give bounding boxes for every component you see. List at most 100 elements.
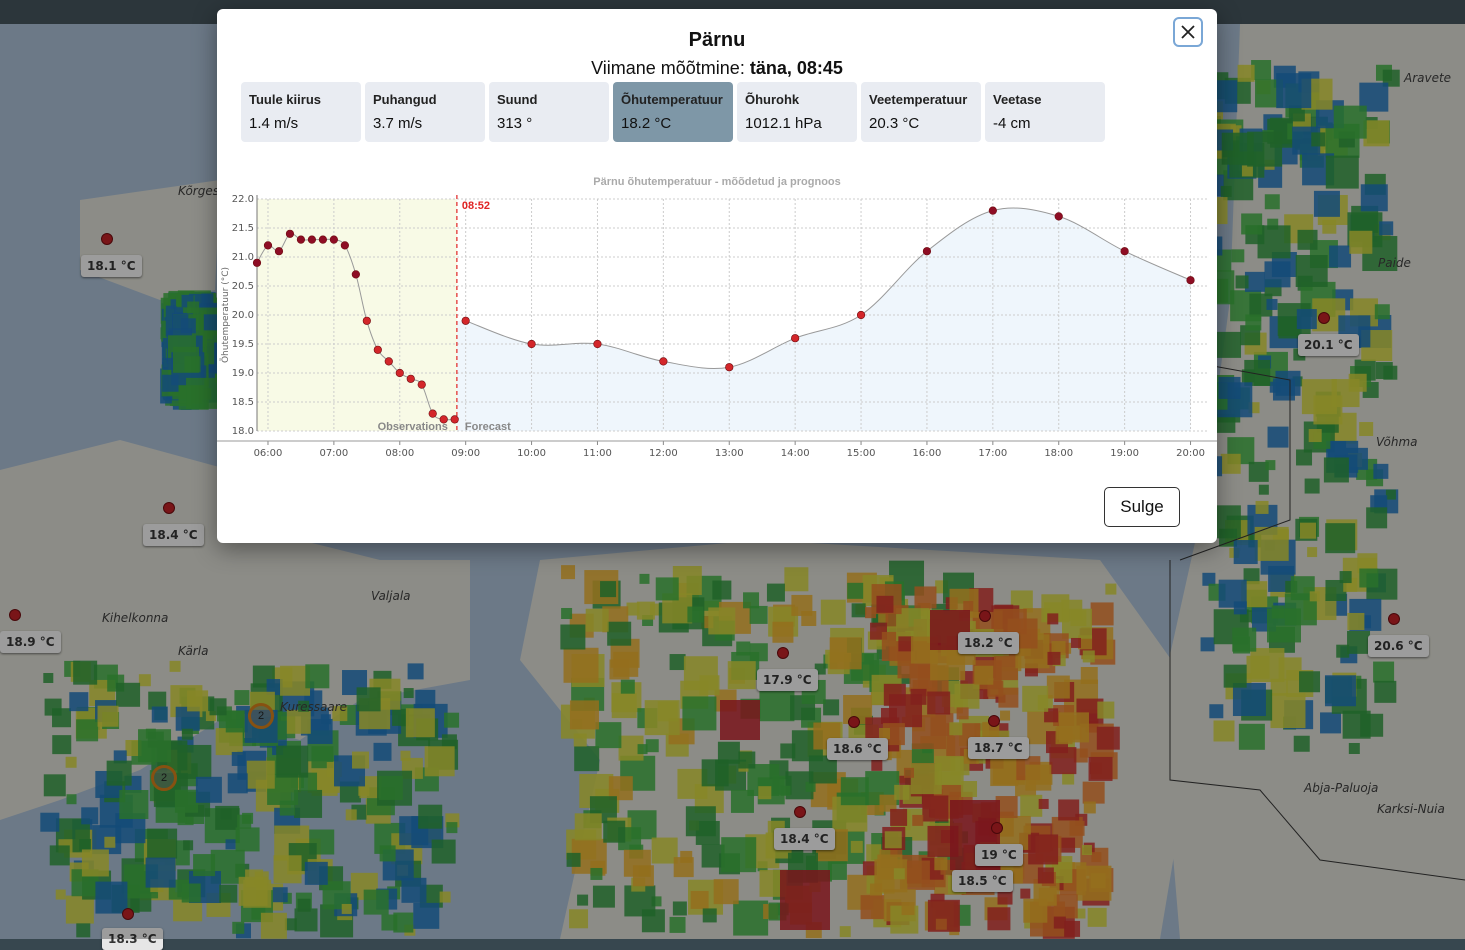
radar-cell (657, 701, 678, 722)
station-marker[interactable] (991, 822, 1003, 834)
station-temp-label[interactable]: 18.4 °C (143, 524, 204, 546)
tile-water-temperature[interactable]: Veetemperatuur 20.3 °C (861, 82, 981, 142)
radar-cell (934, 857, 948, 871)
radar-cell (1347, 612, 1365, 630)
radar-cell (225, 839, 236, 850)
observations-point (307, 235, 317, 244)
tile-air-temperature[interactable]: Õhutemperatuur 18.2 °C (613, 82, 733, 142)
radar-cell (1251, 60, 1272, 81)
radar-cell (1051, 641, 1066, 656)
radar-cell (1258, 484, 1269, 495)
station-temp-label[interactable]: 18.4 °C (774, 828, 835, 850)
radar-cell (727, 661, 756, 690)
y-tick-label: 19.5 (232, 339, 254, 350)
tile-gusts[interactable]: Puhangud 3.7 m/s (365, 82, 485, 142)
radar-cell (40, 812, 60, 832)
last-measurement: Viimane mõõtmine: täna, 08:45 (217, 58, 1217, 79)
tile-water-level[interactable]: Veetase -4 cm (985, 82, 1105, 142)
radar-cell (379, 845, 396, 862)
station-temp-label[interactable]: 18.9 °C (0, 631, 61, 653)
close-modal-button[interactable]: Sulge (1104, 487, 1180, 527)
close-button[interactable] (1173, 17, 1203, 47)
station-marker[interactable] (979, 610, 991, 622)
station-temp-label[interactable]: 20.1 °C (1298, 334, 1359, 356)
station-temp-label[interactable]: 18.7 °C (968, 737, 1029, 759)
station-cluster[interactable]: 2 (151, 765, 177, 791)
forecast-point (593, 339, 602, 349)
observations-point (340, 241, 349, 250)
station-marker[interactable] (101, 233, 113, 245)
radar-cell (639, 573, 650, 584)
radar-cell (266, 679, 283, 696)
station-marker[interactable] (122, 908, 134, 920)
radar-cell (104, 836, 116, 848)
station-marker[interactable] (163, 502, 175, 514)
forecast-point (922, 247, 932, 256)
station-temp-label[interactable]: 18.1 °C (81, 255, 142, 277)
observations-point (252, 258, 262, 267)
radar-cell (673, 857, 694, 878)
station-marker[interactable] (1318, 312, 1330, 324)
radar-cell (749, 643, 768, 662)
radar-cell (805, 781, 816, 792)
radar-cell (903, 767, 914, 778)
station-marker[interactable] (1388, 613, 1400, 625)
radar-cell (65, 895, 94, 924)
station-marker[interactable] (794, 806, 806, 818)
radar-cell (1078, 635, 1093, 650)
radar-cell (1038, 798, 1049, 809)
radar-cell (1248, 402, 1260, 414)
place-label: Aravete (1404, 71, 1452, 85)
radar-cell (1276, 73, 1312, 109)
station-marker[interactable] (777, 647, 789, 659)
station-marker[interactable] (988, 715, 1000, 727)
station-marker[interactable] (9, 609, 21, 621)
radar-cell (1301, 379, 1337, 415)
radar-cell (1373, 661, 1395, 683)
radar-cell (1087, 907, 1107, 927)
radar-cell (574, 746, 600, 772)
radar-cell (234, 690, 250, 706)
station-temp-label[interactable]: 19 °C (975, 844, 1023, 866)
place-label: Kuressaare (280, 700, 347, 714)
radar-cell (595, 722, 622, 749)
radar-cell (1309, 591, 1320, 602)
station-cluster[interactable]: 2 (248, 703, 274, 729)
x-tick-label: 15:00 (847, 448, 876, 459)
radar-cell (205, 711, 216, 722)
tile-air-pressure[interactable]: Õhurohk 1012.1 hPa (737, 82, 857, 142)
station-temp-label[interactable]: 18.5 °C (952, 870, 1013, 892)
radar-cell (993, 656, 1018, 681)
radar-cell (147, 828, 178, 859)
radar-cell (1223, 664, 1247, 688)
radar-cell (894, 784, 910, 800)
radar-cell (352, 751, 370, 769)
radar-cell (1267, 218, 1279, 230)
radar-cell (238, 876, 268, 906)
radar-cell (294, 789, 323, 818)
radar-cell (1241, 213, 1263, 235)
station-temp-label[interactable]: 18.6 °C (827, 738, 888, 760)
radar-cell (173, 346, 200, 373)
tile-direction[interactable]: Suund 313 ° (489, 82, 609, 142)
radar-cell (713, 879, 739, 905)
radar-cell (231, 751, 246, 766)
station-temp-label[interactable]: 17.9 °C (757, 669, 818, 691)
radar-cell (76, 719, 99, 742)
radar-cell (76, 923, 91, 938)
observations-point (439, 415, 448, 424)
radar-cell (272, 887, 288, 903)
radar-cell (1090, 602, 1114, 626)
tile-wind-speed[interactable]: Tuule kiirus 1.4 m/s (241, 82, 361, 142)
radar-cell (332, 706, 348, 722)
radar-cell (974, 665, 994, 685)
radar-cell (181, 728, 193, 740)
station-temp-label[interactable]: 18.2 °C (958, 632, 1019, 654)
radar-cell (1307, 547, 1318, 558)
temperature-chart[interactable]: 18.0 18.5 19.0 19.5 20.0 20.5 21.0 21.5 22.0 06:0… (217, 159, 1217, 469)
station-temp-label[interactable]: 20.6 °C (1368, 635, 1429, 657)
tile-label: Veetase (993, 92, 1042, 107)
radar-cell (1348, 742, 1360, 754)
station-marker[interactable] (848, 716, 860, 728)
radar-cell (403, 688, 414, 699)
